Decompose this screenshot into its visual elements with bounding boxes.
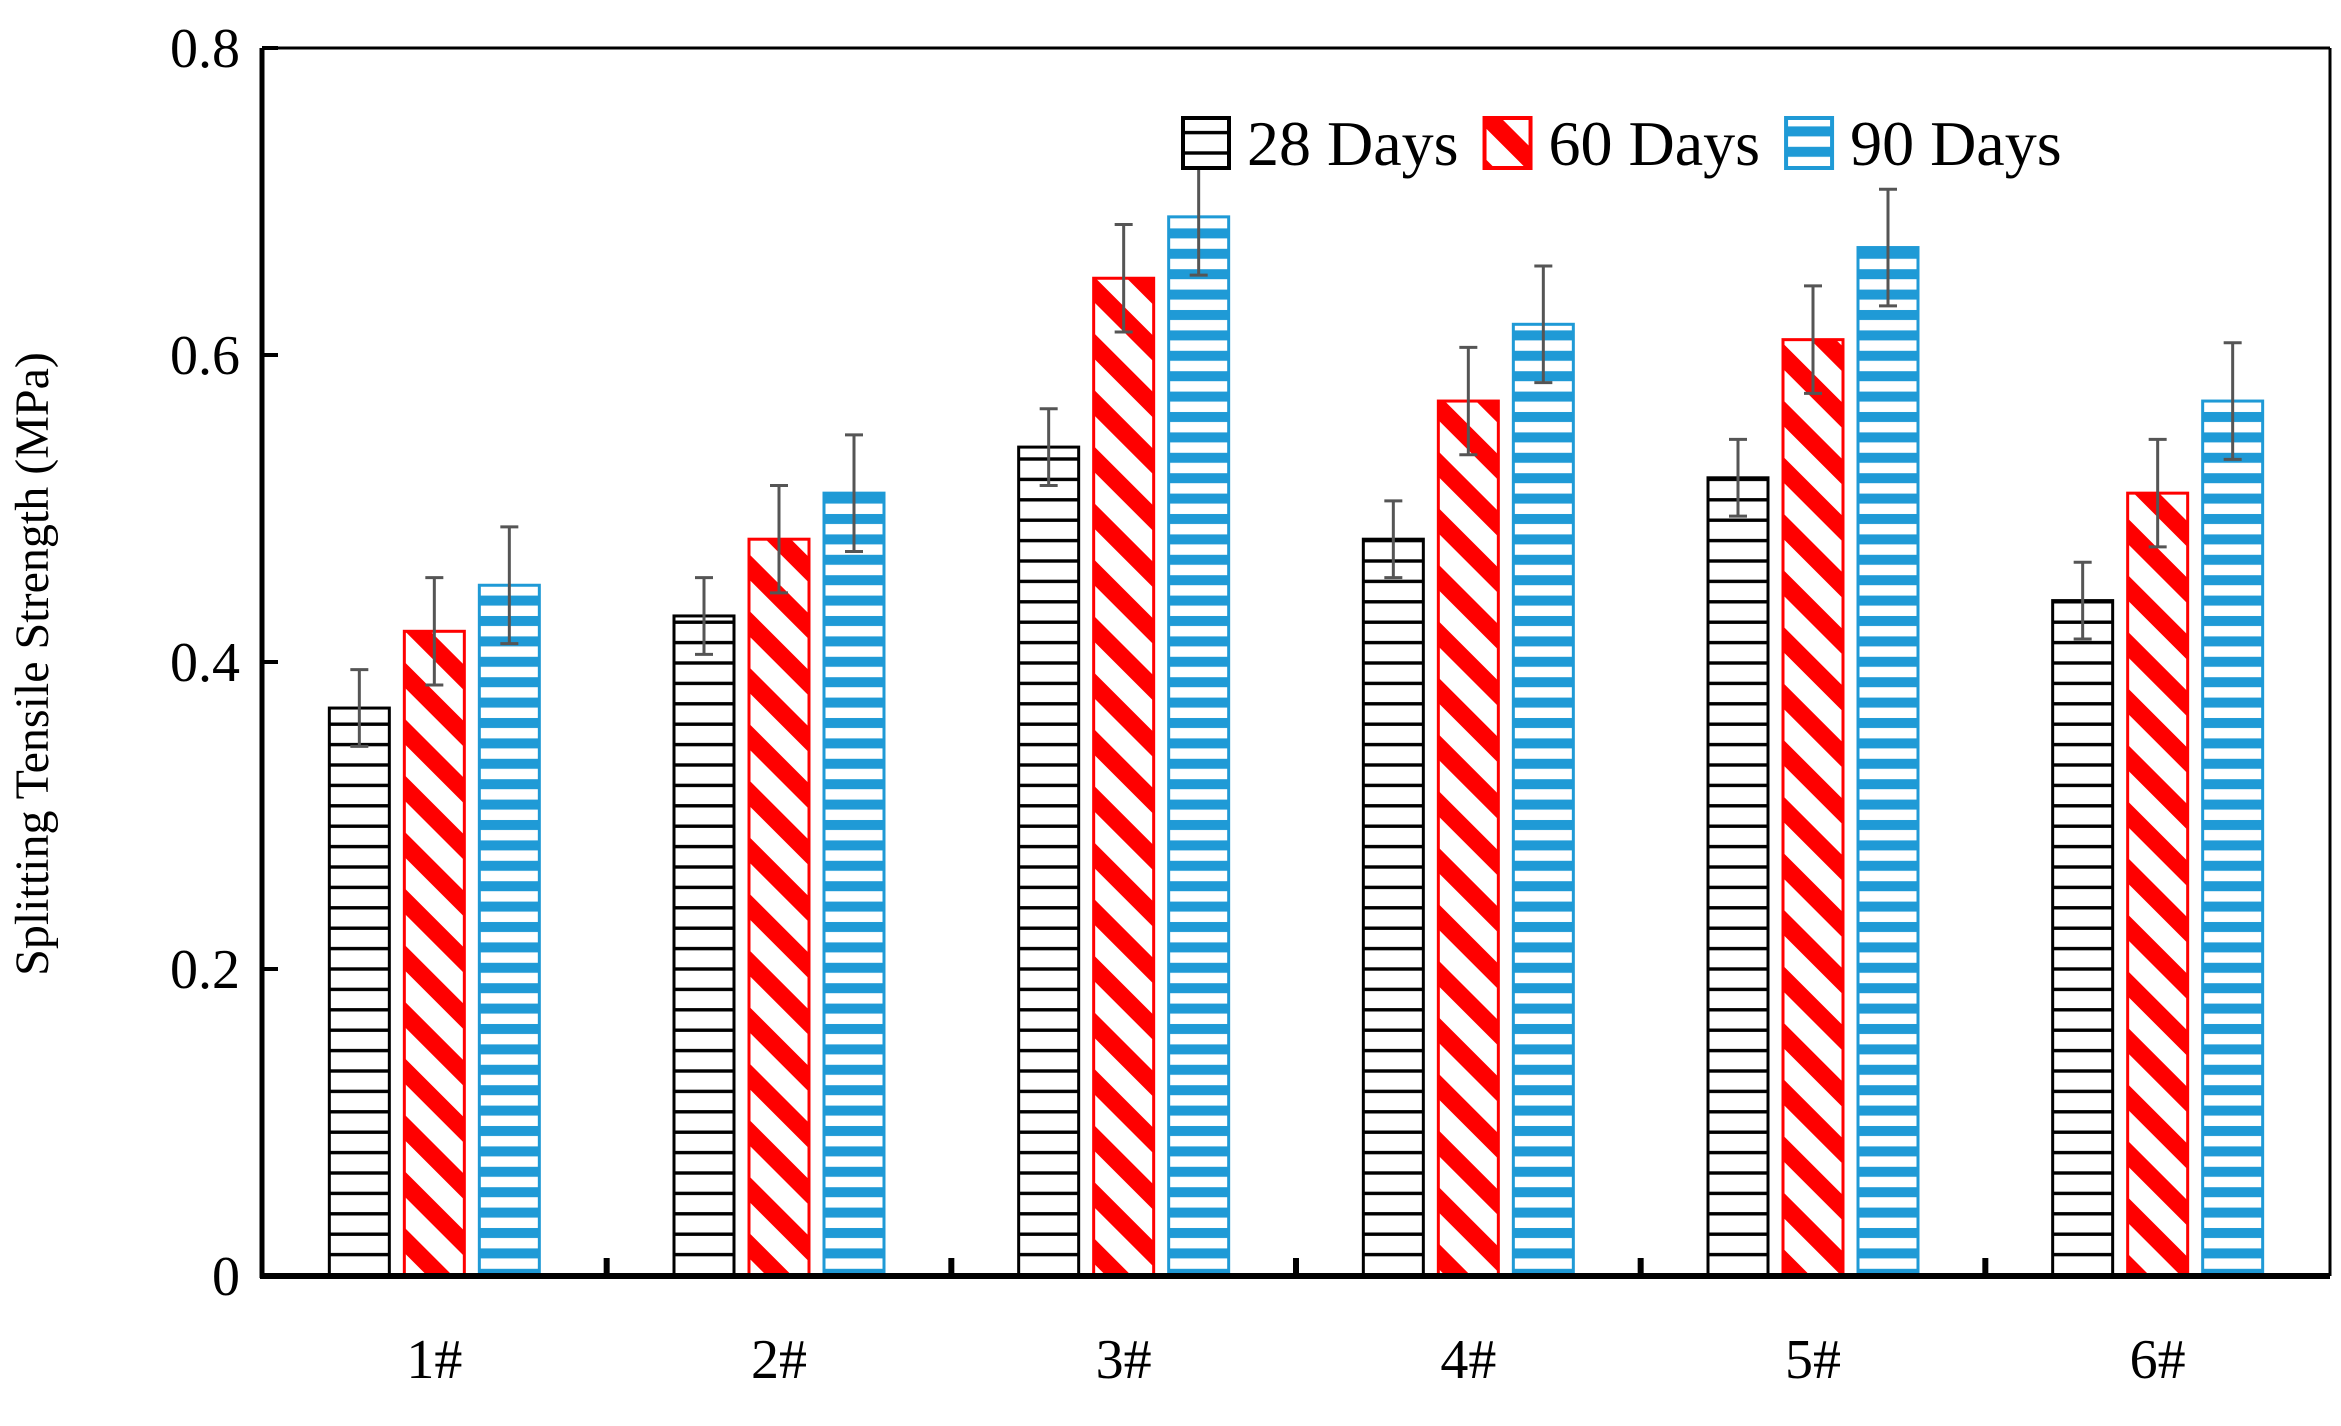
x-tick-labels: 1# 2# 3# 4# 5# 6# xyxy=(406,1329,2185,1391)
bar-60-days-3 xyxy=(1092,276,1156,1278)
bar-60-days-4 xyxy=(1436,399,1500,1278)
x-tick-label-3: 3# xyxy=(1096,1329,1152,1391)
error-bar-60-days-3 xyxy=(1114,223,1133,334)
legend-label-60-days: 60 Days xyxy=(1549,108,1761,179)
bars-layer xyxy=(327,215,2265,1278)
legend-label-90-days: 90 Days xyxy=(1850,108,2062,179)
error-bar-90-days-2 xyxy=(845,433,863,553)
bar-28-days-1 xyxy=(327,706,391,1278)
bar-90-days-4 xyxy=(1511,322,1575,1278)
legend-swatch-90-days xyxy=(1784,116,1835,170)
bar-60-days-5 xyxy=(1781,338,1845,1278)
y-axis-label: Splitting Tensile Strength (MPa) xyxy=(6,352,59,976)
error-bar-90-days-4 xyxy=(1534,264,1553,385)
x-tick-label-1: 1# xyxy=(406,1329,462,1391)
legend-swatch-28-days xyxy=(1181,116,1231,170)
legend-item-28-days: 28 Days xyxy=(1181,108,1459,179)
legend-item-60-days: 60 Days xyxy=(1482,108,1761,179)
x-tick-label-5: 5# xyxy=(1785,1329,1841,1391)
bar-90-days-6 xyxy=(2201,399,2265,1278)
bar-90-days-5 xyxy=(1856,246,1920,1278)
error-bar-90-days-1 xyxy=(500,525,519,646)
error-bar-60-days-1 xyxy=(425,576,444,687)
bar-28-days-6 xyxy=(2051,599,2115,1278)
y-tick-label-0-4: 0.4 xyxy=(170,632,240,694)
bar-90-days-2 xyxy=(822,491,886,1278)
x-tick-label-2: 2# xyxy=(751,1329,807,1391)
legend-swatch-60-days xyxy=(1482,116,1533,170)
error-bar-28-days-1 xyxy=(350,668,369,748)
y-tick-label-0: 0 xyxy=(212,1246,240,1308)
error-bar-90-days-5 xyxy=(1879,187,1897,308)
bar-90-days-3 xyxy=(1167,215,1231,1278)
legend: 28 Days 60 Days 90 Days xyxy=(1181,108,2062,179)
error-bar-28-days-2 xyxy=(695,576,713,656)
error-bar-28-days-3 xyxy=(1039,407,1058,487)
bar-28-days-3 xyxy=(1017,445,1081,1278)
error-bar-60-days-5 xyxy=(1804,284,1822,395)
legend-item-90-days: 90 Days xyxy=(1784,108,2062,179)
error-bar-28-days-5 xyxy=(1729,437,1747,518)
bar-90-days-1 xyxy=(477,583,541,1278)
error-bar-28-days-4 xyxy=(1384,499,1403,580)
y-tick-label-0-2: 0.2 xyxy=(170,939,240,1001)
x-tick-label-4: 4# xyxy=(1440,1329,1496,1391)
y-tick-label-0-6: 0.6 xyxy=(170,325,240,387)
bar-28-days-4 xyxy=(1361,537,1425,1278)
bar-60-days-6 xyxy=(2126,491,2190,1278)
error-bar-60-days-4 xyxy=(1459,345,1478,457)
y-tick-label-0-8: 0.8 xyxy=(170,18,240,80)
legend-label-28-days: 28 Days xyxy=(1247,108,1459,179)
error-bars-layer xyxy=(350,157,2242,748)
error-bar-60-days-6 xyxy=(2148,437,2167,549)
error-bar-28-days-6 xyxy=(2073,560,2092,641)
bar-60-days-1 xyxy=(402,629,466,1278)
bar-60-days-2 xyxy=(747,537,811,1278)
bar-28-days-2 xyxy=(672,614,736,1278)
axes xyxy=(259,46,2332,1279)
x-tick-label-6: 6# xyxy=(2130,1329,2186,1391)
y-tick-labels: 0 0.2 0.4 0.6 0.8 xyxy=(170,18,240,1308)
bar-28-days-5 xyxy=(1706,476,1770,1278)
error-bar-90-days-6 xyxy=(2223,341,2242,461)
error-bar-60-days-2 xyxy=(770,483,788,595)
